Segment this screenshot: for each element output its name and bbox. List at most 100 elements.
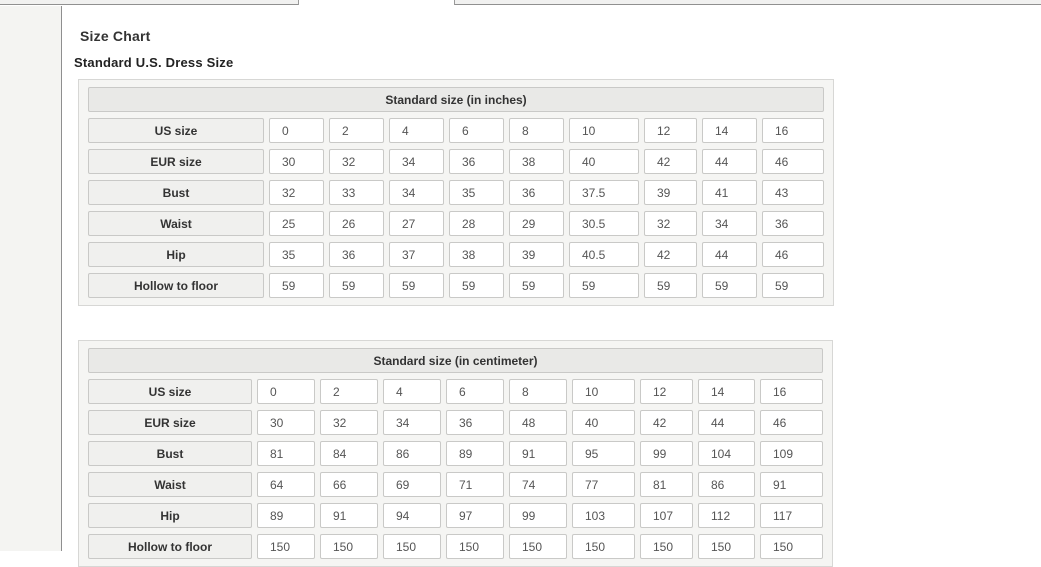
size-value-cell: 150 <box>698 534 755 559</box>
size-value-cell: 14 <box>702 118 757 143</box>
size-value-cell: 95 <box>572 441 635 466</box>
row-label: Waist <box>88 211 264 236</box>
size-value-cell: 8 <box>509 379 567 404</box>
table-row: EUR size 30 32 34 36 38 40 42 44 46 <box>88 149 824 174</box>
size-table-wrapper: Standard size (in inches) US size 0 2 4 6 8 10 1… <box>78 79 834 306</box>
size-value-cell: 44 <box>702 149 757 174</box>
table-row: Hip 35 36 37 38 39 40.5 42 44 46 <box>88 242 824 267</box>
size-value-cell: 32 <box>329 149 384 174</box>
size-value-cell: 6 <box>449 118 504 143</box>
size-value-cell: 16 <box>762 118 824 143</box>
size-value-cell: 150 <box>760 534 823 559</box>
size-value-cell: 40 <box>569 149 639 174</box>
size-value-cell: 30 <box>269 149 324 174</box>
size-value-cell: 112 <box>698 503 755 528</box>
section-title: Standard U.S. Dress Size <box>74 55 234 70</box>
size-value-cell: 40.5 <box>569 242 639 267</box>
size-value-cell: 12 <box>640 379 693 404</box>
size-table: Standard size (in inches) US size 0 2 4 6 8 10 1… <box>83 81 829 304</box>
size-value-cell: 4 <box>383 379 441 404</box>
size-value-cell: 109 <box>760 441 823 466</box>
page-title: Size Chart <box>80 28 151 44</box>
size-value-cell: 103 <box>572 503 635 528</box>
size-value-cell: 36 <box>762 211 824 236</box>
table-title: Standard size (in inches) <box>88 87 824 112</box>
size-value-cell: 33 <box>329 180 384 205</box>
size-value-cell: 2 <box>320 379 378 404</box>
size-value-cell: 42 <box>644 242 697 267</box>
size-value-cell: 150 <box>383 534 441 559</box>
active-tab-edge[interactable] <box>298 0 455 5</box>
size-value-cell: 69 <box>383 472 441 497</box>
size-value-cell: 59 <box>329 273 384 298</box>
size-value-cell: 29 <box>509 211 564 236</box>
size-value-cell: 34 <box>702 211 757 236</box>
size-value-cell: 81 <box>257 441 315 466</box>
size-value-cell: 42 <box>644 149 697 174</box>
size-value-cell: 41 <box>702 180 757 205</box>
size-value-cell: 40 <box>572 410 635 435</box>
table-row: Hollow to floor 59 59 59 59 59 59 59 59 59 <box>88 273 824 298</box>
size-value-cell: 71 <box>446 472 504 497</box>
row-label: Hollow to floor <box>88 273 264 298</box>
size-value-cell: 107 <box>640 503 693 528</box>
size-value-cell: 59 <box>644 273 697 298</box>
size-value-cell: 32 <box>269 180 324 205</box>
row-label: Hollow to floor <box>88 534 252 559</box>
size-value-cell: 44 <box>698 410 755 435</box>
size-value-cell: 59 <box>269 273 324 298</box>
row-label: US size <box>88 379 252 404</box>
size-value-cell: 59 <box>509 273 564 298</box>
size-value-cell: 35 <box>269 242 324 267</box>
size-value-cell: 117 <box>760 503 823 528</box>
size-value-cell: 8 <box>509 118 564 143</box>
size-value-cell: 48 <box>509 410 567 435</box>
size-value-cell: 30 <box>257 410 315 435</box>
table-row: Waist 64 66 69 71 74 77 81 86 91 <box>88 472 823 497</box>
row-label: US size <box>88 118 264 143</box>
size-value-cell: 43 <box>762 180 824 205</box>
size-value-cell: 59 <box>569 273 639 298</box>
size-value-cell: 39 <box>644 180 697 205</box>
table-row: Waist 25 26 27 28 29 30.5 32 34 36 <box>88 211 824 236</box>
table-row: Hip 89 91 94 97 99 103 107 112 117 <box>88 503 823 528</box>
size-value-cell: 0 <box>257 379 315 404</box>
size-value-cell: 34 <box>383 410 441 435</box>
size-value-cell: 36 <box>449 149 504 174</box>
size-value-cell: 46 <box>762 149 824 174</box>
size-value-cell: 150 <box>257 534 315 559</box>
size-value-cell: 86 <box>383 441 441 466</box>
row-label: EUR size <box>88 410 252 435</box>
size-value-cell: 0 <box>269 118 324 143</box>
size-value-cell: 59 <box>762 273 824 298</box>
left-page-rail <box>0 6 62 551</box>
size-value-cell: 42 <box>640 410 693 435</box>
table-row: Bust 32 33 34 35 36 37.5 39 41 43 <box>88 180 824 205</box>
size-value-cell: 97 <box>446 503 504 528</box>
row-label: Bust <box>88 441 252 466</box>
size-value-cell: 26 <box>329 211 384 236</box>
size-value-cell: 10 <box>572 379 635 404</box>
size-chart-page: Size Chart Standard U.S. Dress Size Stan… <box>63 6 1041 567</box>
size-value-cell: 64 <box>257 472 315 497</box>
table-row: EUR size 30 32 34 36 48 40 42 44 46 <box>88 410 823 435</box>
size-value-cell: 16 <box>760 379 823 404</box>
size-value-cell: 91 <box>509 441 567 466</box>
size-value-cell: 27 <box>389 211 444 236</box>
row-label: Waist <box>88 472 252 497</box>
size-value-cell: 91 <box>760 472 823 497</box>
size-value-cell: 150 <box>572 534 635 559</box>
size-value-cell: 59 <box>449 273 504 298</box>
size-value-cell: 46 <box>762 242 824 267</box>
table-row: US size 0 2 4 6 8 10 12 14 16 <box>88 379 823 404</box>
size-value-cell: 46 <box>760 410 823 435</box>
size-value-cell: 99 <box>640 441 693 466</box>
row-label: Bust <box>88 180 264 205</box>
size-value-cell: 32 <box>320 410 378 435</box>
size-value-cell: 39 <box>509 242 564 267</box>
table-row: US size 0 2 4 6 8 10 12 14 16 <box>88 118 824 143</box>
size-value-cell: 99 <box>509 503 567 528</box>
size-value-cell: 81 <box>640 472 693 497</box>
size-value-cell: 150 <box>640 534 693 559</box>
size-value-cell: 77 <box>572 472 635 497</box>
